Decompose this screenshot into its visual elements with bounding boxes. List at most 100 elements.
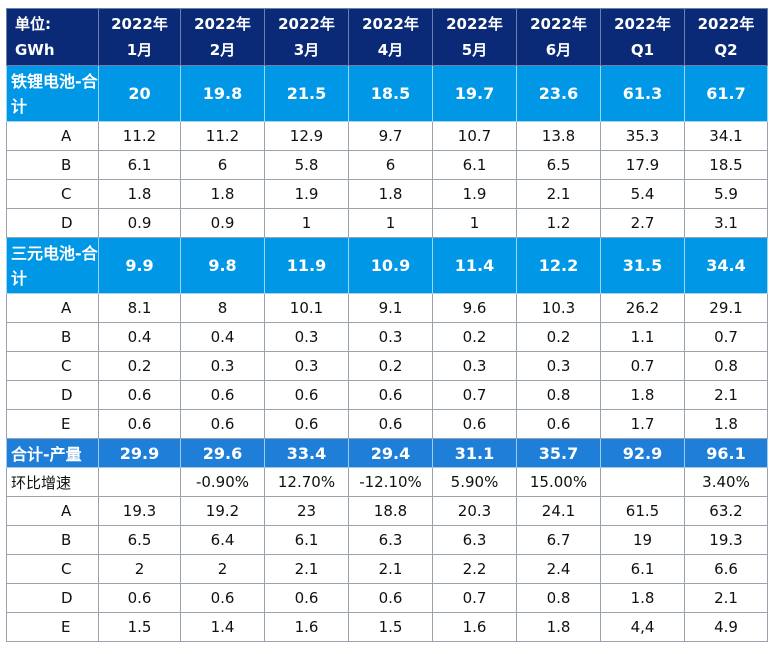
column-header-period: 6月 xyxy=(545,41,572,59)
table-cell: 20 xyxy=(98,65,181,122)
table-cell: 0.9 xyxy=(98,208,181,238)
table-cell: 9.6 xyxy=(432,293,517,323)
table-cell: 9.1 xyxy=(348,293,433,323)
table-cell: 61.5 xyxy=(600,496,685,526)
column-header-year: 2022年 xyxy=(362,15,419,33)
table-cell: 2.1 xyxy=(516,179,601,209)
table-cell: 20.3 xyxy=(432,496,517,526)
table-row: E 1.5 1.4 1.6 1.5 1.6 1.8 4,4 4.9 xyxy=(6,612,768,642)
table-cell: 0.2 xyxy=(432,322,517,352)
row-label: D xyxy=(6,208,99,238)
table-cell: 1.7 xyxy=(600,409,685,439)
table-cell: 10.1 xyxy=(264,293,349,323)
table-cell: 10.9 xyxy=(348,237,433,294)
table-cell: 1.1 xyxy=(600,322,685,352)
table-cell: 0.3 xyxy=(348,322,433,352)
table-cell: 34.4 xyxy=(684,237,768,294)
header-row: 单位: GWh 2022年 1月 2022年 2月 2022年 3月 2022年 4月 2022… xyxy=(6,8,768,66)
table-cell: 1.5 xyxy=(348,612,433,642)
table-cell: 1.5 xyxy=(98,612,181,642)
table-cell xyxy=(600,467,685,497)
table-cell: 2 xyxy=(98,554,181,584)
table-cell: 6.5 xyxy=(516,150,601,180)
table-cell: 2 xyxy=(180,554,265,584)
table-cell: 5.9 xyxy=(684,179,768,209)
table-cell: 5.8 xyxy=(264,150,349,180)
row-label: A xyxy=(6,121,99,151)
table-cell: 5.4 xyxy=(600,179,685,209)
table-row: D 0.9 0.9 1 1 1 1.2 2.7 3.1 xyxy=(6,208,768,238)
table-cell: 33.4 xyxy=(264,438,349,468)
table-cell: 0.8 xyxy=(684,351,768,381)
table-cell: 12.70% xyxy=(264,467,349,497)
table-cell: 0.4 xyxy=(98,322,181,352)
table-cell: 4.9 xyxy=(684,612,768,642)
unit-label: 单位: xyxy=(15,15,51,33)
table-cell: 0.6 xyxy=(516,409,601,439)
table-cell: 0.6 xyxy=(180,583,265,613)
table-row: B 6.5 6.4 6.1 6.3 6.3 6.7 19 19.3 xyxy=(6,525,768,555)
table-cell: 0.7 xyxy=(432,583,517,613)
row-label: B xyxy=(6,150,99,180)
table-cell: 6.1 xyxy=(98,150,181,180)
table-cell: 34.1 xyxy=(684,121,768,151)
table-cell: 1.8 xyxy=(98,179,181,209)
table-cell: 0.2 xyxy=(98,351,181,381)
row-label: E xyxy=(6,612,99,642)
table-cell: 6.1 xyxy=(600,554,685,584)
growth-row: 环比增速 -0.90% 12.70% -12.10% 5.90% 15.00% 3.40% xyxy=(6,467,768,497)
table-cell: 6.1 xyxy=(432,150,517,180)
column-header: 2022年 Q2 xyxy=(684,8,768,66)
column-header-period: 4月 xyxy=(377,41,404,59)
table-cell: 3.1 xyxy=(684,208,768,238)
table-cell: 6.6 xyxy=(684,554,768,584)
table-cell: 9.8 xyxy=(180,237,265,294)
row-label: E xyxy=(6,409,99,439)
table-cell: 19.8 xyxy=(180,65,265,122)
table-cell: 6 xyxy=(180,150,265,180)
table-cell: 17.9 xyxy=(600,150,685,180)
table-row: E 0.6 0.6 0.6 0.6 0.6 0.6 1.7 1.8 xyxy=(6,409,768,439)
table-cell: 96.1 xyxy=(684,438,768,468)
column-header: 2022年 4月 xyxy=(348,8,433,66)
table-cell: 2.4 xyxy=(516,554,601,584)
table-cell: 35.3 xyxy=(600,121,685,151)
table-cell: 0.6 xyxy=(348,583,433,613)
table-cell: 1 xyxy=(432,208,517,238)
row-label: 合计-产量 xyxy=(6,438,99,468)
column-header: 2022年 3月 xyxy=(264,8,349,66)
table-cell: 0.6 xyxy=(180,409,265,439)
table-row: B 0.4 0.4 0.3 0.3 0.2 0.2 1.1 0.7 xyxy=(6,322,768,352)
table-cell: 1.8 xyxy=(600,583,685,613)
row-label: C xyxy=(6,179,99,209)
table-row: C 1.8 1.8 1.9 1.8 1.9 2.1 5.4 5.9 xyxy=(6,179,768,209)
table-cell: 0.7 xyxy=(600,351,685,381)
table-cell: 23 xyxy=(264,496,349,526)
table-cell: 1.6 xyxy=(264,612,349,642)
table-cell: 2.7 xyxy=(600,208,685,238)
table-cell: 31.5 xyxy=(600,237,685,294)
table-cell: 0.3 xyxy=(432,351,517,381)
table-cell: 1.8 xyxy=(348,179,433,209)
table-cell: 0.3 xyxy=(180,351,265,381)
table-row: C 2 2 2.1 2.1 2.2 2.4 6.1 6.6 xyxy=(6,554,768,584)
table-cell: 0.6 xyxy=(98,409,181,439)
table-cell: 0.6 xyxy=(348,380,433,410)
table-cell: 0.4 xyxy=(180,322,265,352)
table-cell: 0.7 xyxy=(684,322,768,352)
column-header-year: 2022年 xyxy=(446,15,503,33)
row-label: 环比增速 xyxy=(6,467,99,497)
table-cell: 19.7 xyxy=(432,65,517,122)
table-cell: 1.9 xyxy=(432,179,517,209)
table-cell: 0.6 xyxy=(180,380,265,410)
table-row: A 11.2 11.2 12.9 9.7 10.7 13.8 35.3 34.1 xyxy=(6,121,768,151)
table-cell: 1.6 xyxy=(432,612,517,642)
table-cell: 18.5 xyxy=(684,150,768,180)
table-cell: 19.3 xyxy=(98,496,181,526)
table-cell: 1.8 xyxy=(516,612,601,642)
column-header-year: 2022年 xyxy=(530,15,587,33)
table-cell: 1.8 xyxy=(684,409,768,439)
row-label: B xyxy=(6,322,99,352)
table-cell: 8 xyxy=(180,293,265,323)
table-cell: 92.9 xyxy=(600,438,685,468)
